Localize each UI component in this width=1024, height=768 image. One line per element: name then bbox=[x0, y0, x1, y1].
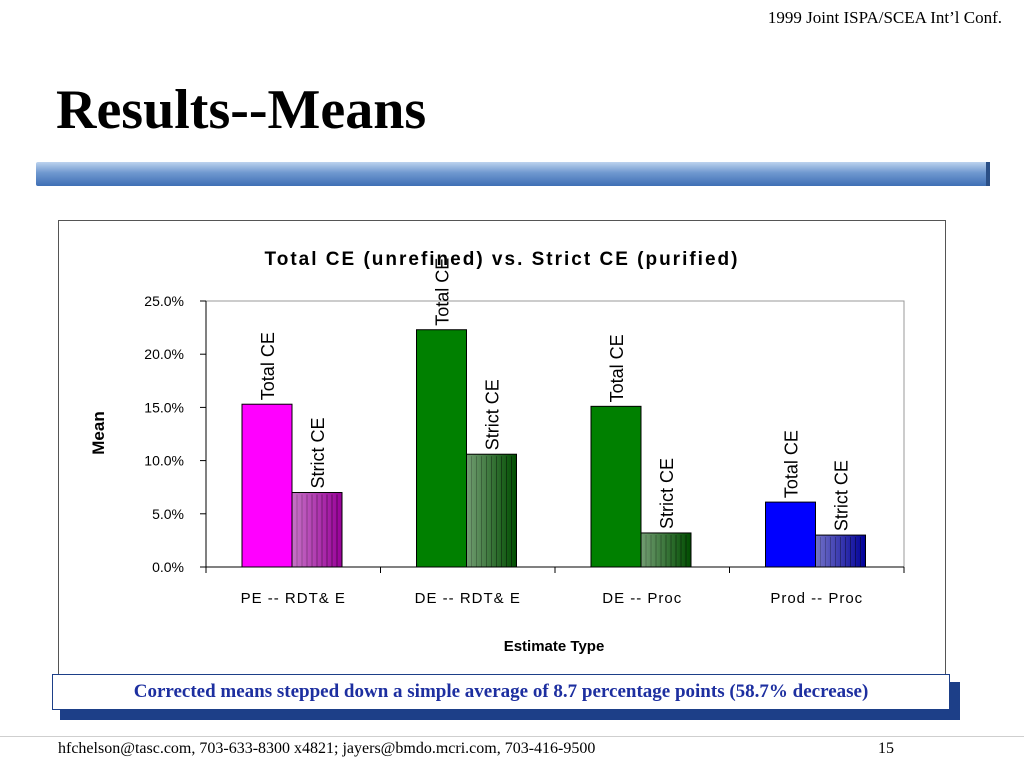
bar-strict-ce bbox=[291, 492, 343, 568]
y-axis-label: Mean bbox=[89, 411, 108, 454]
chart-container: Total CE (unrefined) vs. Strict CE (puri… bbox=[58, 220, 946, 680]
y-tick-label: 5.0% bbox=[152, 506, 184, 522]
footer-contact: hfchelson@tasc.com, 703-633-8300 x4821; … bbox=[58, 740, 596, 757]
bar-label-strict-ce: Strict CE bbox=[832, 460, 852, 531]
x-category-label: Prod -- Proc bbox=[770, 590, 863, 607]
bar-label-strict-ce: Strict CE bbox=[483, 379, 503, 450]
bar-label-total-ce: Total CE bbox=[258, 332, 278, 400]
y-tick-label: 10.0% bbox=[144, 453, 184, 469]
title-divider-bar bbox=[36, 162, 990, 186]
conference-header: 1999 Joint ISPA/SCEA Int’l Conf. bbox=[767, 8, 1002, 27]
x-category-label: DE -- RDT& E bbox=[415, 590, 521, 607]
bar-chart: Total CE (unrefined) vs. Strict CE (puri… bbox=[89, 249, 905, 655]
bar-label-total-ce: Total CE bbox=[433, 258, 453, 326]
bar-label-total-ce: Total CE bbox=[782, 430, 802, 498]
bar-total-ce bbox=[590, 405, 642, 568]
chart-title: Total CE (unrefined) vs. Strict CE (puri… bbox=[265, 249, 740, 270]
bar-total-ce bbox=[765, 501, 816, 568]
y-tick-label: 20.0% bbox=[144, 346, 184, 362]
page-number: 15 bbox=[878, 740, 894, 757]
bar-total-ce bbox=[241, 403, 293, 568]
bar-label-total-ce: Total CE bbox=[607, 334, 627, 402]
bar-label-strict-ce: Strict CE bbox=[657, 458, 677, 529]
bar-strict-ce bbox=[815, 534, 866, 568]
y-tick-label: 0.0% bbox=[152, 559, 184, 575]
x-category-label: PE -- RDT& E bbox=[241, 590, 346, 607]
slide-title: Results--Means bbox=[56, 79, 427, 141]
footer-divider bbox=[0, 736, 1024, 737]
x-category-label: DE -- Proc bbox=[602, 590, 682, 607]
y-tick-label: 25.0% bbox=[144, 293, 184, 309]
summary-callout: Corrected means stepped down a simple av… bbox=[52, 674, 950, 710]
bar-strict-ce bbox=[466, 453, 517, 568]
y-tick-label: 15.0% bbox=[144, 399, 184, 415]
bar-label-strict-ce: Strict CE bbox=[308, 418, 328, 489]
x-axis-label: Estimate Type bbox=[504, 638, 605, 655]
bar-strict-ce bbox=[640, 532, 692, 568]
bar-total-ce bbox=[416, 329, 467, 568]
